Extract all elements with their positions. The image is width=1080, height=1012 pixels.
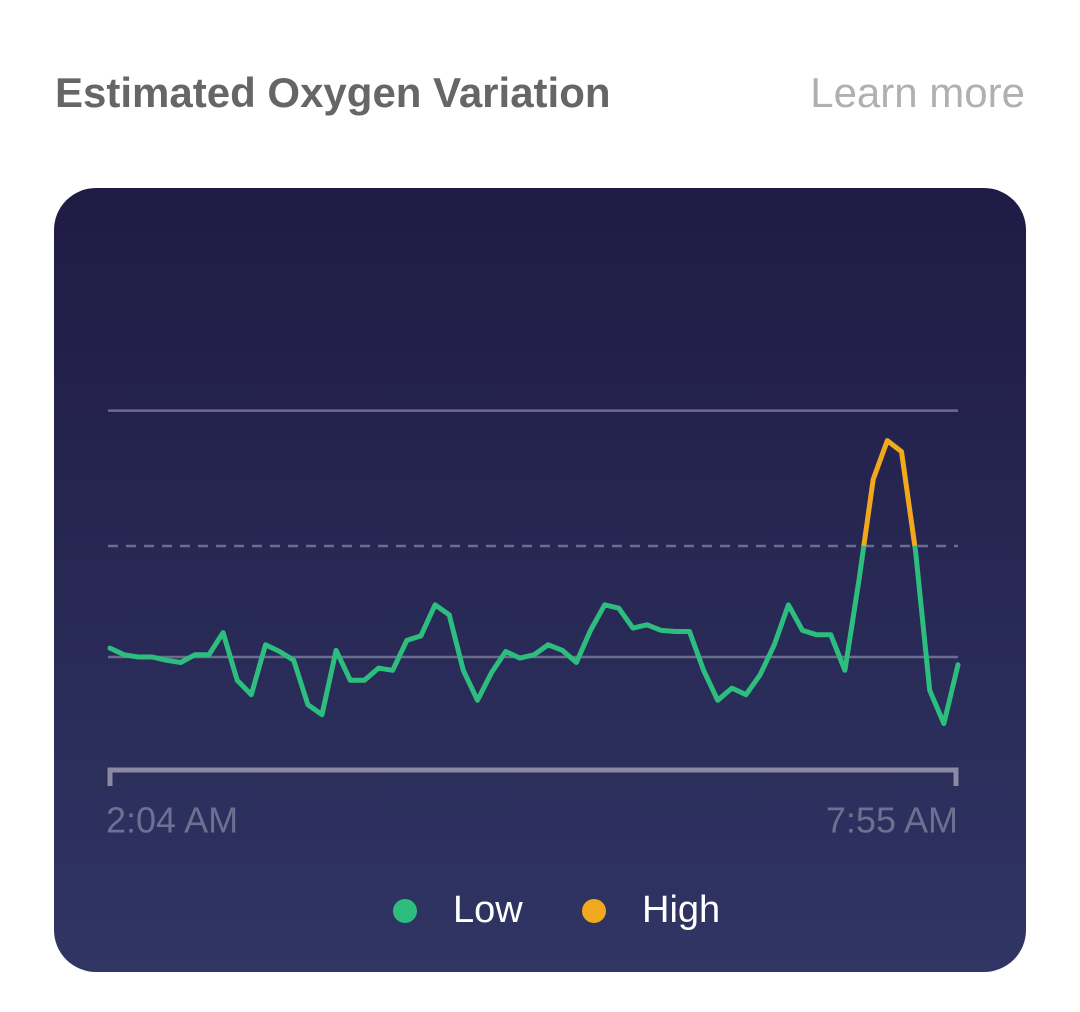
legend-swatch — [582, 899, 606, 923]
x-tick-label: 2:04 AM — [106, 800, 238, 841]
plot: 2:04 AM 7:55 AM Low High — [106, 409, 961, 931]
legend-label: Low — [453, 889, 523, 931]
section-title: Estimated Oxygen Variation — [55, 69, 611, 116]
learn-more-link[interactable]: Learn more — [810, 69, 1025, 116]
chart-card — [54, 188, 1026, 972]
line-low — [107, 546, 961, 727]
x-axis — [107, 767, 959, 786]
x-tick-label: 7:55 AM — [826, 800, 958, 841]
legend-swatch — [393, 899, 417, 923]
legend-label: High — [642, 889, 720, 931]
